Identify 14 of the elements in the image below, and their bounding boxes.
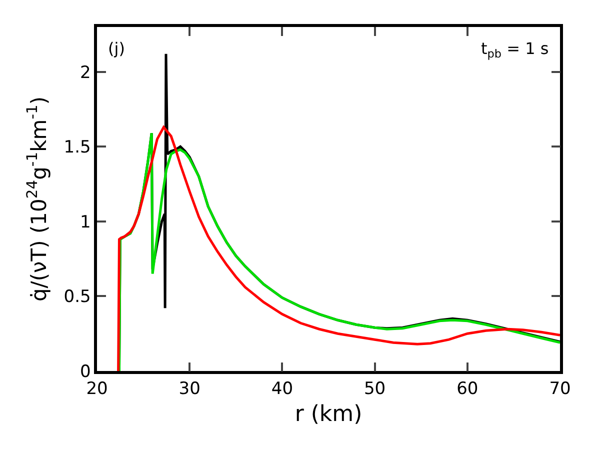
x-tick-label: 30 (178, 379, 200, 400)
y-tick-label: 1.5 (64, 138, 91, 158)
x-tick-label: 50 (364, 379, 386, 400)
x-tick-label: 70 (549, 379, 571, 400)
x-tick-label: 40 (271, 379, 294, 400)
x-tick-label: 20 (86, 379, 108, 400)
x-axis-title: r (km) (294, 402, 362, 428)
annotation: t$_{pb}$ = 1 s (481, 39, 549, 60)
y-tick-label: 0 (80, 362, 91, 382)
annotation: (j) (108, 39, 125, 58)
x-tick-label: 60 (456, 379, 478, 400)
y-tick-label: 2 (80, 62, 91, 83)
y-tick-label: 1 (80, 212, 91, 232)
y-tick-label: 0.5 (64, 287, 91, 308)
